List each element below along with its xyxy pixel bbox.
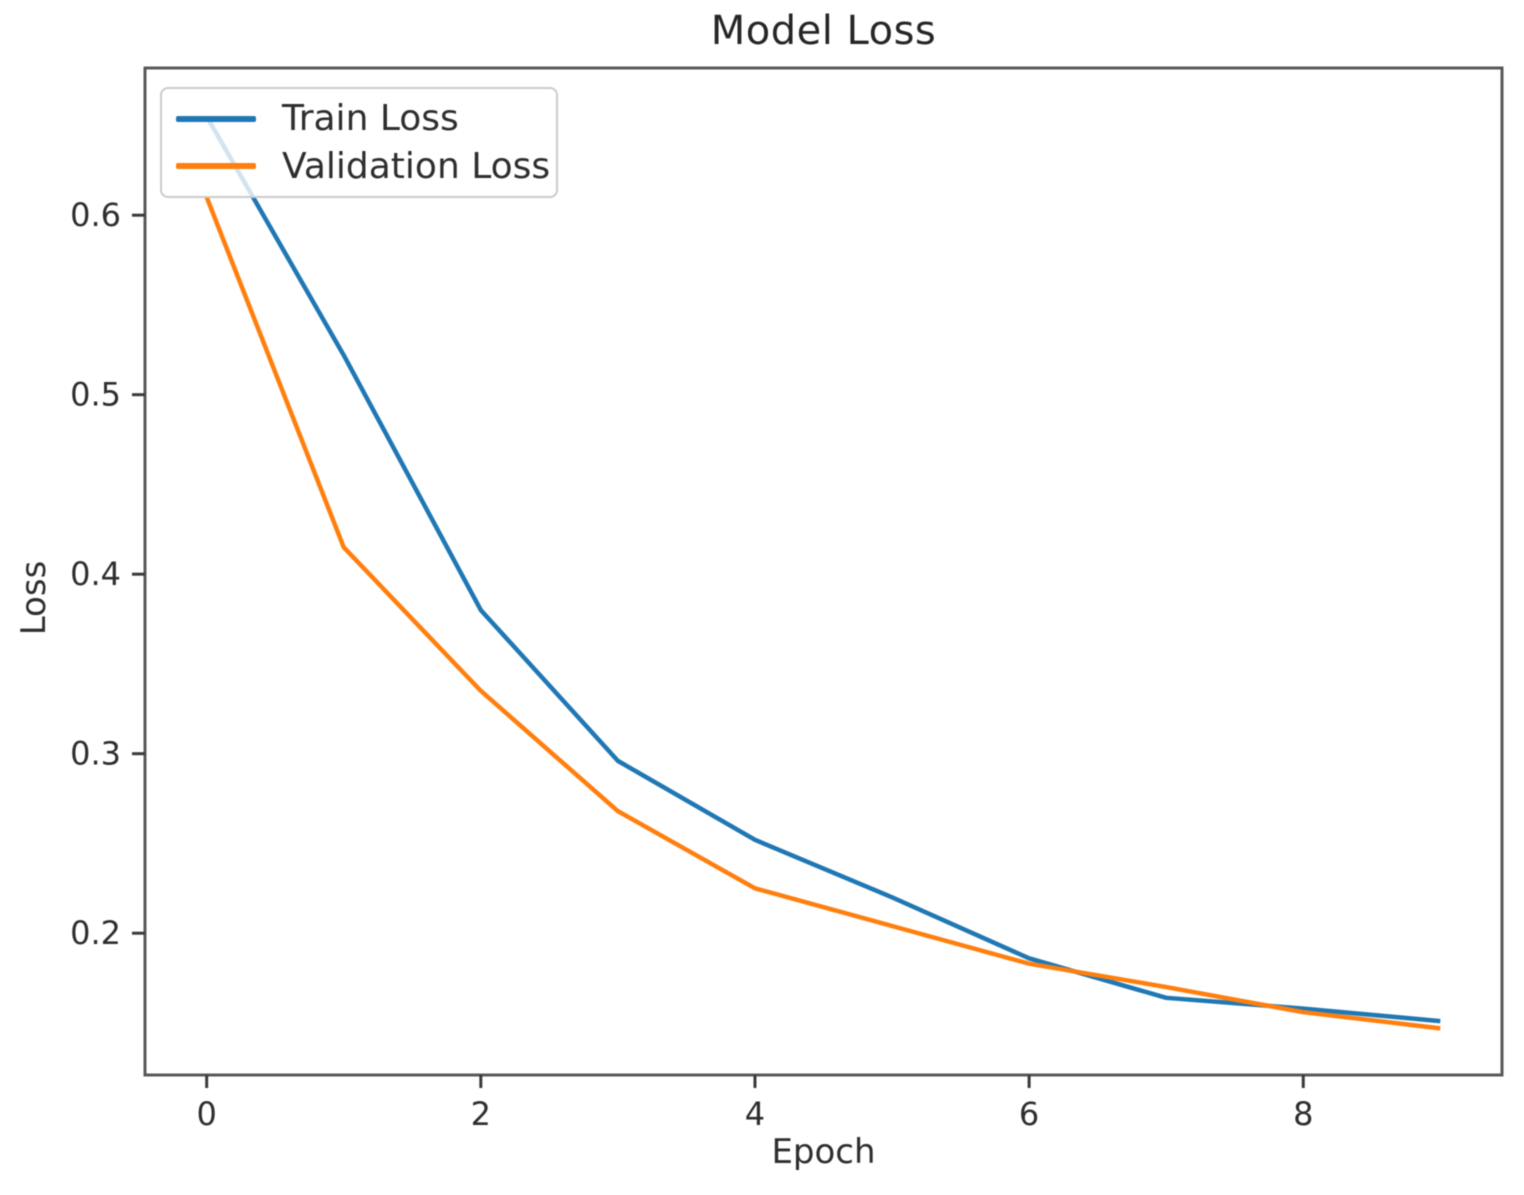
legend: Train Loss Validation Loss	[160, 87, 558, 198]
legend-item-validation-loss: Validation Loss	[176, 146, 550, 187]
train-loss-swatch-icon	[176, 115, 256, 122]
x-tick-label: 6	[1019, 1095, 1039, 1133]
x-tick-label: 8	[1293, 1095, 1313, 1133]
y-tick-label: 0.4	[70, 555, 121, 593]
legend-label-train-loss: Train Loss	[282, 98, 459, 140]
x-axis-label: Epoch	[771, 1132, 876, 1172]
y-tick-label: 0.3	[70, 735, 121, 773]
plot-border	[143, 66, 1504, 1077]
legend-label-validation-loss: Validation Loss	[282, 145, 551, 187]
validation-loss-swatch-icon	[176, 163, 256, 170]
chart-title: Model Loss	[710, 8, 937, 54]
legend-item-train-loss: Train Loss	[176, 98, 542, 139]
y-tick-label: 0.5	[70, 376, 121, 414]
x-tick-label: 0	[197, 1095, 217, 1133]
validation-loss-line	[204, 196, 1441, 1031]
y-tick-label: 0.6	[70, 196, 121, 234]
x-tick-label: 4	[745, 1095, 765, 1133]
train-loss-line	[204, 115, 1441, 1024]
x-tick-label: 2	[471, 1095, 491, 1133]
y-tick-label: 0.2	[70, 914, 121, 952]
